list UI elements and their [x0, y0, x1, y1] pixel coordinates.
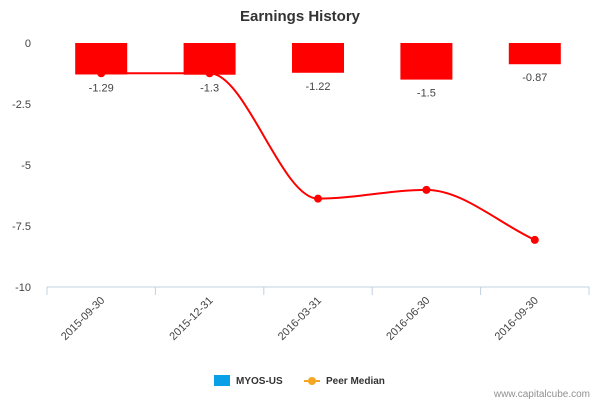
y-tick-label: -2.5 — [12, 99, 31, 111]
line-point — [314, 194, 322, 203]
y-axis: 0 -2.5 -5 -7.5 -10 — [12, 38, 31, 294]
data-label: -0.87 — [522, 72, 547, 84]
bar — [400, 43, 453, 80]
data-labels: -1.29 -1.3 -1.22 -1.5 -0.87 — [89, 72, 548, 99]
x-tick-label: 2016-06-30 — [384, 295, 432, 343]
line-point — [422, 185, 431, 194]
data-label: -1.5 — [417, 88, 436, 100]
bar — [75, 43, 128, 75]
line-series — [97, 69, 539, 244]
x-tick-label: 2016-09-30 — [493, 295, 541, 343]
peer-median-line — [101, 72, 536, 241]
line-point — [97, 69, 106, 78]
bar-series — [75, 43, 561, 80]
data-label: -1.22 — [305, 81, 330, 93]
data-label: -1.3 — [200, 83, 219, 95]
y-tick-label: 0 — [25, 38, 31, 50]
x-tick-label: 2015-09-30 — [59, 295, 107, 343]
legend-swatch-myos — [214, 375, 230, 386]
line-point — [205, 69, 214, 78]
legend-marker-peer — [308, 377, 316, 385]
x-tick-label: 2016-03-31 — [276, 295, 324, 343]
line-point — [530, 235, 539, 244]
data-label: -1.29 — [89, 82, 114, 94]
credit-text: www.capitalcube.com — [493, 389, 590, 400]
legend-label-peer: Peer Median — [326, 376, 385, 387]
x-tick-label: 2015-12-31 — [167, 295, 215, 343]
x-axis: 2015-09-30 2015-12-31 2016-03-31 2016-06-30… — [46, 286, 590, 343]
legend-label-myos: MYOS-US — [236, 376, 283, 387]
y-tick-label: -10 — [15, 282, 31, 294]
y-tick-label: -7.5 — [12, 221, 31, 233]
chart-title: Earnings History — [240, 8, 361, 25]
bar — [292, 43, 344, 73]
y-tick-label: -5 — [21, 160, 31, 172]
bar — [508, 43, 561, 65]
legend: MYOS-US Peer Median — [214, 375, 385, 387]
